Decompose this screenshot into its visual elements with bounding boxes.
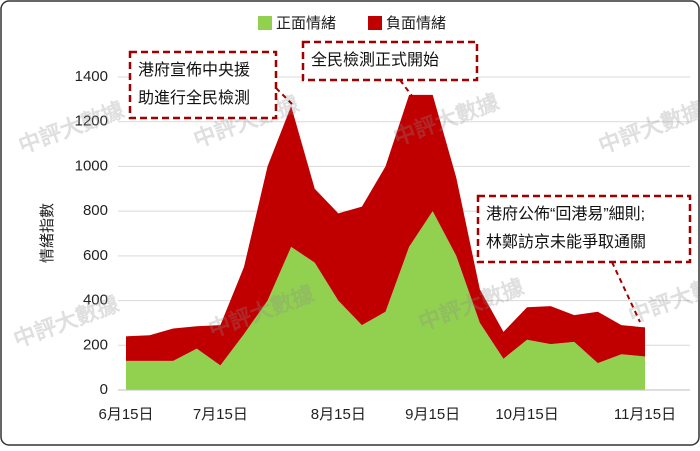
y-tick-label: 400 [83,292,108,309]
y-tick-label: 200 [83,336,108,353]
annotation-box [128,50,278,120]
annotation-text: 林鄭訪京未能爭取通關 [486,233,646,251]
legend-label: 負面情緒 [386,15,446,32]
y-tick-label: 1200 [75,113,108,130]
x-tick-label: 9月15日 [405,406,460,423]
y-tick-label: 0 [100,381,108,398]
y-tick-label: 1400 [75,68,108,85]
annotation-box [476,194,692,264]
area [126,94,645,366]
x-tick-label: 7月15日 [193,406,248,423]
x-tick-label: 8月15日 [311,406,366,423]
legend-swatch [368,16,382,30]
annotation-text: 助進行全民檢測 [138,89,250,107]
annotation-box [301,40,479,82]
annotation-leader [611,261,641,323]
annotation-text: 全民檢測正式開始 [311,51,439,69]
x-tick-label: 10月15日 [495,406,558,423]
x-tick-label: 11月15日 [614,406,676,423]
y-axis-label: 情緒指數 [39,203,56,263]
annotation-text: 港府公佈“回港易”細則; [486,205,645,223]
area [126,211,645,390]
y-tick-label: 600 [83,247,108,264]
annotation-leader [399,79,413,97]
legend-swatch [258,16,272,30]
x-tick-label: 6月15日 [98,406,153,423]
annotation-leader [275,87,293,105]
legend-label: 正面情緒 [276,15,336,32]
annotation-text: 港府宣佈中央援 [138,61,250,79]
y-tick-label: 1000 [75,157,108,174]
y-tick-label: 800 [83,202,108,219]
